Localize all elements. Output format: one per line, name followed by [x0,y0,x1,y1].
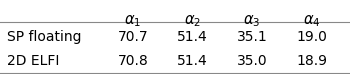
Text: 70.8: 70.8 [118,54,148,68]
Text: 35.0: 35.0 [237,54,267,68]
Text: 70.7: 70.7 [118,30,148,44]
Text: SP floating: SP floating [7,30,82,44]
Text: 19.0: 19.0 [296,30,327,44]
Text: 18.9: 18.9 [296,54,327,68]
Text: $\boldsymbol{\alpha_1}$: $\boldsymbol{\alpha_1}$ [125,13,141,29]
Text: $\boldsymbol{\alpha_4}$: $\boldsymbol{\alpha_4}$ [303,13,320,29]
Text: $\boldsymbol{\alpha_3}$: $\boldsymbol{\alpha_3}$ [243,13,261,29]
Text: 2D ELFI: 2D ELFI [7,54,60,68]
Text: 51.4: 51.4 [177,30,208,44]
Text: 51.4: 51.4 [177,54,208,68]
Text: 35.1: 35.1 [237,30,267,44]
Text: $\boldsymbol{\alpha_2}$: $\boldsymbol{\alpha_2}$ [184,13,201,29]
